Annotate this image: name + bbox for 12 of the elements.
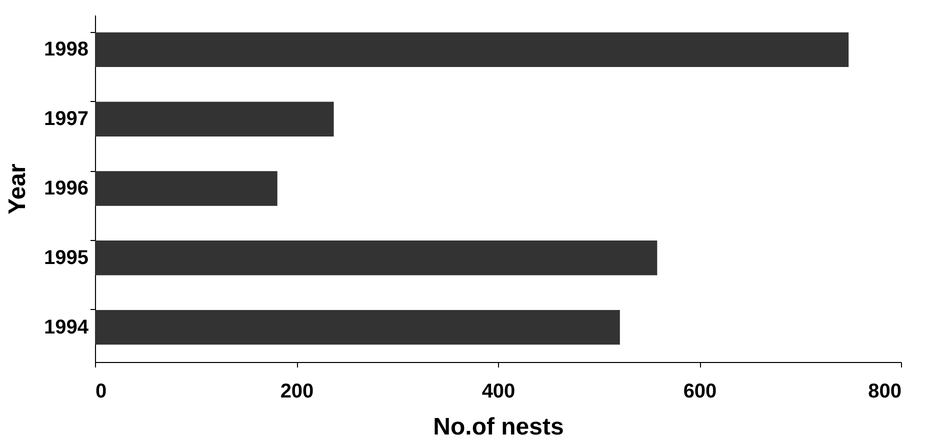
x-tick-label: 600 <box>683 380 717 402</box>
x-tick-label: 400 <box>482 380 516 402</box>
x-tick-label: 200 <box>280 380 314 402</box>
x-tick-label: 800 <box>868 380 902 402</box>
y-axis-title: Year <box>4 164 32 214</box>
y-tick-label: 1996 <box>44 178 88 200</box>
y-tick-label: 1997 <box>44 108 88 130</box>
y-tick-label: 1994 <box>44 316 90 338</box>
x-axis-title: No.of nests <box>433 414 564 440</box>
y-tick-label: 1995 <box>44 246 88 269</box>
x-tick-label: 0 <box>96 380 107 402</box>
y-tick-label: 1998 <box>44 38 88 61</box>
